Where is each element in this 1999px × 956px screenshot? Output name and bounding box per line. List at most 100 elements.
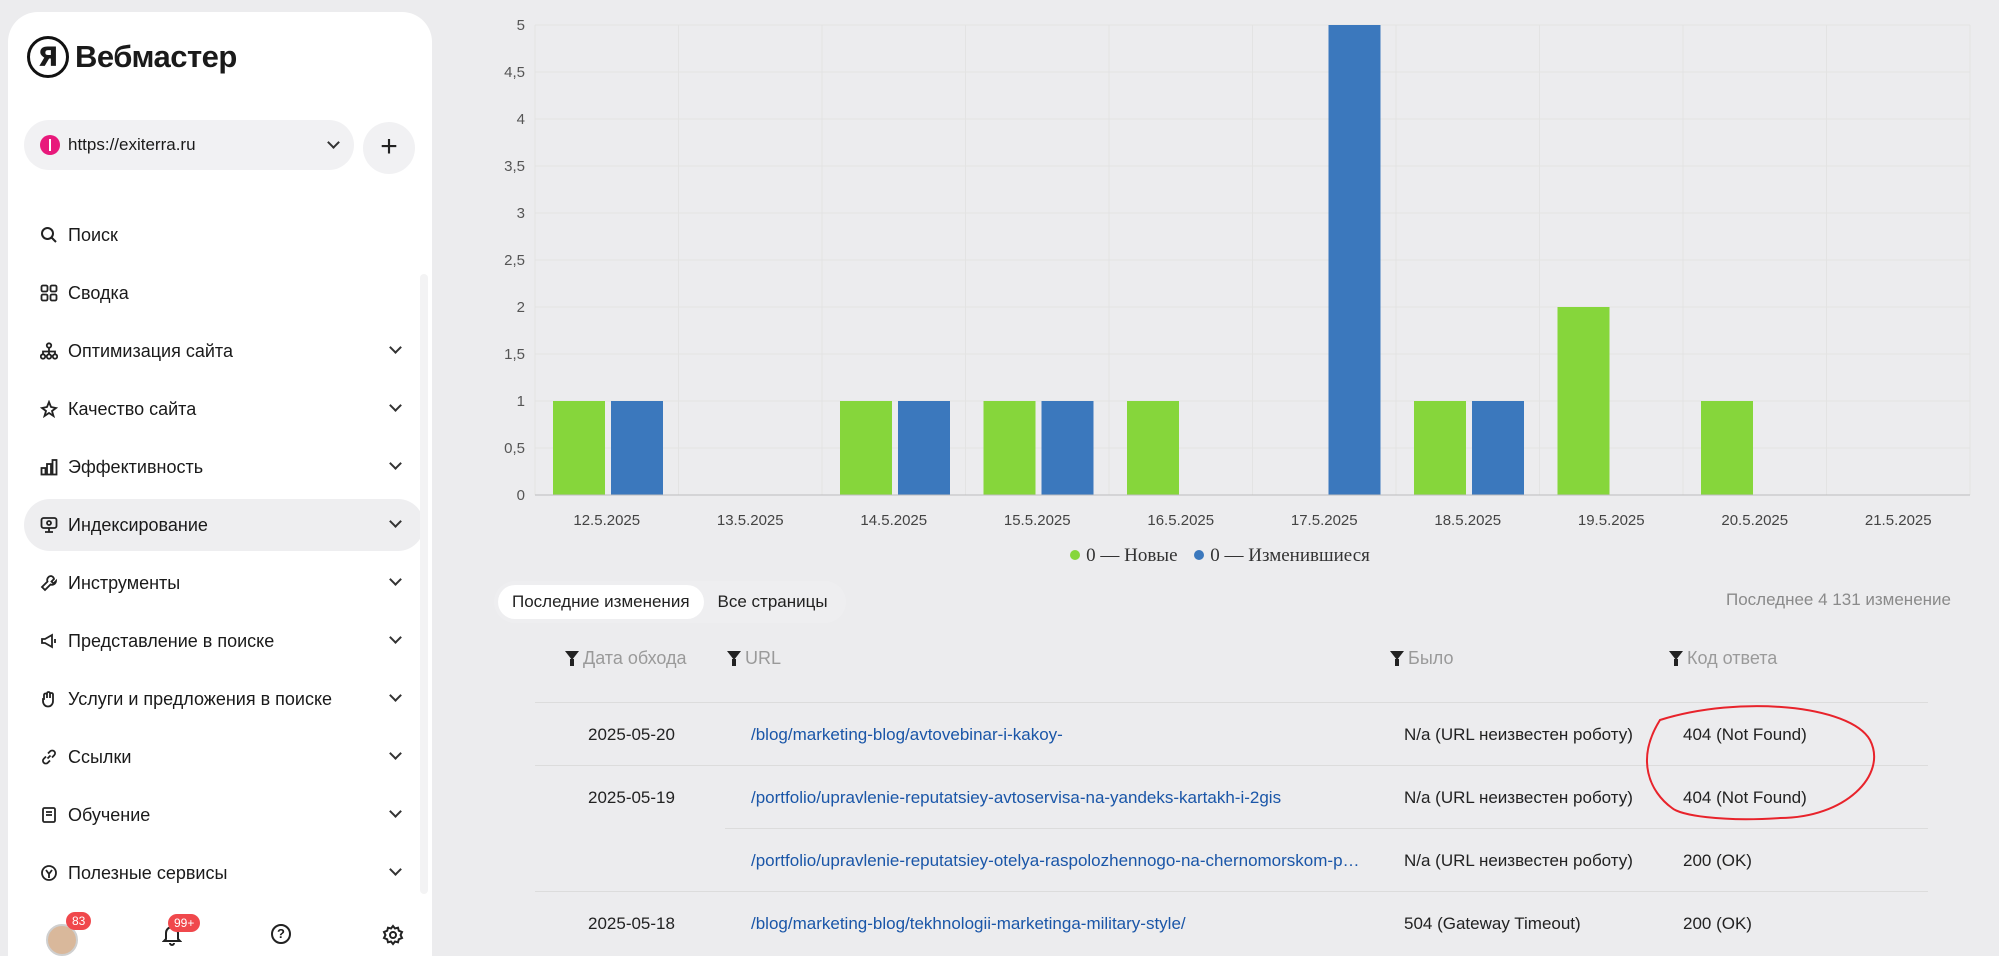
x-tick-label: 18.5.2025 — [1434, 512, 1501, 529]
bar-chart-icon — [38, 456, 60, 478]
filter-icon — [1390, 651, 1404, 666]
chevron-down-icon — [389, 689, 402, 702]
x-tick-label: 15.5.2025 — [1004, 512, 1071, 529]
chevron-down-icon — [389, 747, 402, 760]
cell-code: 200 (OK) — [1683, 851, 1752, 870]
column-header-was[interactable]: Было — [1390, 648, 1453, 669]
nav-label: Качество сайта — [68, 398, 197, 419]
table-row: /portfolio/upravlenie-reputatsiey-otelya… — [725, 828, 1928, 891]
legend-entry-changed[interactable]: 0 — Изменившиеся — [1194, 545, 1370, 566]
logo-text: Вебмастер — [75, 39, 237, 74]
bar-changed — [1472, 401, 1524, 495]
nav-item-quality[interactable]: Качество сайта — [24, 383, 424, 435]
filter-icon — [1669, 651, 1683, 666]
bell-icon[interactable]: 99+ — [161, 914, 201, 952]
nav-item-summary[interactable]: Сводка — [24, 267, 424, 319]
nav-label: Обучение — [68, 804, 151, 825]
cell-was: N/a (URL неизвестен роботу) — [1404, 725, 1633, 744]
services-icon — [38, 862, 60, 884]
chart-legend: 0 — Новые 0 — Изменившиеся — [480, 545, 1960, 567]
column-header-url[interactable]: URL — [727, 648, 781, 669]
cell-date: 2025-05-20 — [588, 725, 675, 744]
nav-label: Полезные сервисы — [68, 862, 228, 883]
legend-entry-new[interactable]: 0 — Новые — [1070, 545, 1178, 566]
gear-icon[interactable] — [382, 924, 404, 949]
nav-item-search[interactable]: Поиск — [24, 209, 424, 261]
dashboard-icon — [38, 282, 60, 304]
chevron-down-icon — [327, 136, 340, 149]
filter-icon — [727, 651, 741, 666]
site-selector[interactable]: https://exiterra.ru — [24, 120, 354, 170]
y-tick-label: 1,5 — [504, 346, 525, 363]
x-tick-label: 21.5.2025 — [1865, 512, 1932, 529]
cell-was: 504 (Gateway Timeout) — [1404, 914, 1581, 933]
chevron-down-icon — [389, 805, 402, 818]
changes-table: Дата обхода URL Было Код ответа 2025-05-… — [535, 640, 1928, 954]
bar-changed — [1328, 25, 1381, 495]
x-tick-label: 12.5.2025 — [573, 512, 640, 529]
nav-item-useful-services[interactable]: Полезные сервисы — [24, 847, 424, 899]
bar-new — [983, 401, 1036, 495]
chevron-down-icon — [389, 341, 402, 354]
cell-was: N/a (URL неизвестен роботу) — [1404, 851, 1633, 870]
column-header-code[interactable]: Код ответа — [1669, 648, 1777, 669]
sidebar: Я Вебмастер https://exiterra.ru + Поиск … — [8, 12, 432, 956]
megaphone-icon — [38, 630, 60, 652]
cell-url-link[interactable]: /blog/marketing-blog/tekhnologii-marketi… — [751, 914, 1186, 933]
y-tick-label: 4 — [517, 111, 525, 128]
column-label: Было — [1408, 648, 1454, 668]
table-row: 2025-05-20 /blog/marketing-blog/avtovebi… — [535, 702, 1928, 765]
add-site-button[interactable]: + — [363, 122, 415, 174]
nav-item-optimization[interactable]: Оптимизация сайта — [24, 325, 424, 377]
nav-item-tools[interactable]: Инструменты — [24, 557, 424, 609]
x-tick-label: 16.5.2025 — [1147, 512, 1214, 529]
x-tick-label: 19.5.2025 — [1578, 512, 1645, 529]
x-tick-label: 20.5.2025 — [1721, 512, 1788, 529]
table-row: 2025-05-18 /blog/marketing-blog/tekhnolo… — [535, 891, 1928, 954]
cell-date: 2025-05-18 — [588, 914, 675, 933]
x-tick-label: 13.5.2025 — [717, 512, 784, 529]
cell-url-link[interactable]: /blog/marketing-blog/avtovebinar-i-kakoy… — [751, 725, 1063, 744]
cell-url-link[interactable]: /portfolio/upravlenie-reputatsiey-otelya… — [751, 851, 1367, 870]
wrench-icon — [38, 572, 60, 594]
column-header-date[interactable]: Дата обхода — [565, 648, 687, 669]
nav-item-learning[interactable]: Обучение — [24, 789, 424, 841]
chevron-down-icon — [389, 457, 402, 470]
chevron-down-icon — [389, 515, 402, 528]
sidebar-nav: Поиск Сводка Оптимизация сайта Качество … — [24, 209, 424, 905]
bar-chart: 0 0,5 1 1,5 2 2,5 3 3,5 4 4,5 5 12.5.2025 13.5.2025 1… — [504, 17, 1971, 529]
y-tick-label: 3,5 — [504, 158, 525, 175]
bar-changed — [898, 401, 950, 495]
chevron-down-icon — [389, 631, 402, 644]
bar-new — [1414, 401, 1466, 495]
cell-date: 2025-05-19 — [588, 788, 675, 807]
chevron-down-icon — [389, 573, 402, 586]
cell-url-link[interactable]: /portfolio/upravlenie-reputatsiey-avtose… — [751, 788, 1282, 807]
sidebar-scrollbar[interactable] — [420, 274, 428, 894]
yandex-webmaster-logo[interactable]: Я Вебмастер — [27, 36, 237, 78]
indexing-chart: 0 0,5 1 1,5 2 2,5 3 3,5 4 4,5 5 12.5.2025 13.5.2025 1… — [480, 0, 1999, 566]
view-tabs: Последние изменения Все страницы — [494, 581, 846, 623]
nav-item-search-appearance[interactable]: Представление в поиске — [24, 615, 424, 667]
highlight-circle-annotation — [1646, 705, 1876, 821]
nav-label: Услуги и предложения в поиске — [68, 688, 333, 709]
bar-new — [840, 401, 892, 495]
nav-label: Представление в поиске — [68, 630, 275, 651]
nav-item-efficiency[interactable]: Эффективность — [24, 441, 424, 493]
chevron-down-icon — [389, 863, 402, 876]
nav-item-links[interactable]: Ссылки — [24, 731, 424, 783]
nav-item-services[interactable]: Услуги и предложения в поиске — [24, 673, 424, 725]
help-icon[interactable]: ? — [271, 924, 291, 944]
notification-badge: 99+ — [168, 914, 201, 932]
search-icon — [38, 224, 60, 246]
bar-new — [1127, 401, 1179, 495]
avatar[interactable]: 83 — [46, 912, 92, 956]
x-tick-label: 14.5.2025 — [860, 512, 927, 529]
tab-all-pages[interactable]: Все страницы — [717, 592, 828, 611]
nav-item-indexing[interactable]: Индексирование — [24, 499, 424, 551]
legend-dot-icon — [1194, 550, 1205, 560]
y-tick-label: 1 — [517, 393, 525, 410]
link-icon — [38, 746, 60, 768]
tab-recent-changes[interactable]: Последние изменения — [498, 585, 704, 619]
y-tick-label: 5 — [517, 17, 525, 34]
